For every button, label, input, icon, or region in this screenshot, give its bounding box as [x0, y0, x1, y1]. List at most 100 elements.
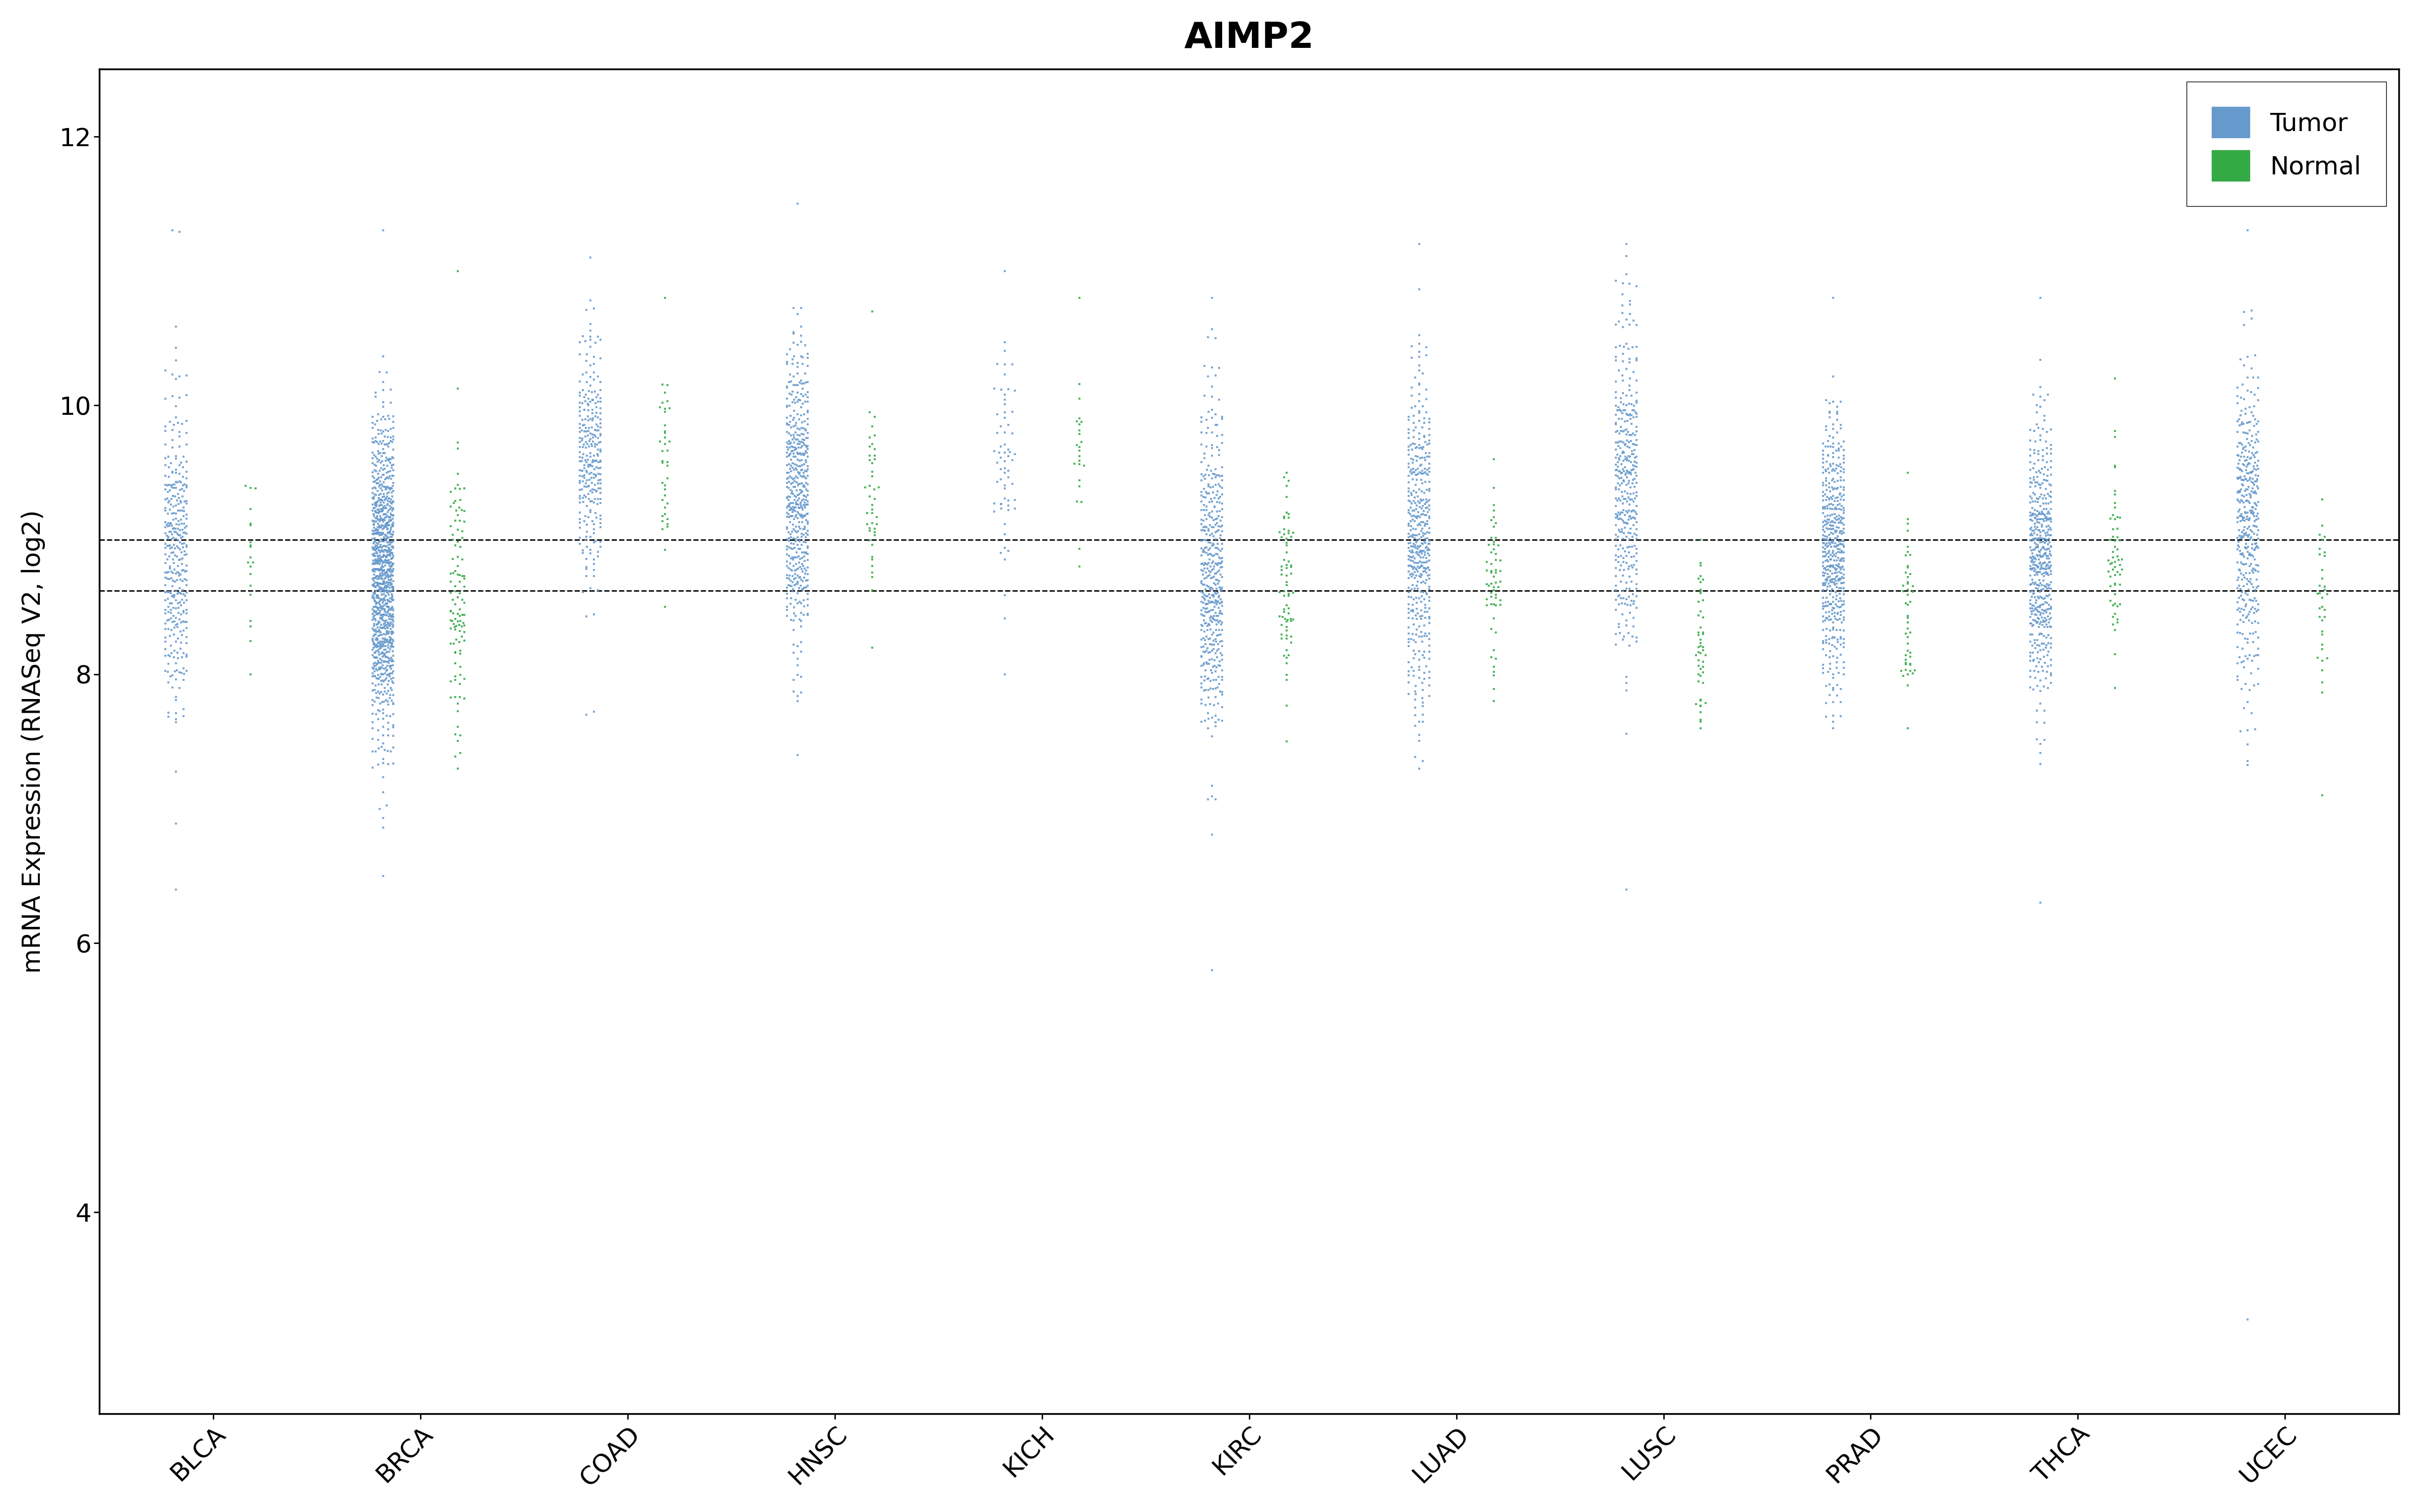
Point — [2013, 556, 2052, 581]
Point — [2224, 313, 2263, 337]
Point — [2224, 432, 2263, 457]
Point — [162, 511, 201, 535]
Point — [1188, 497, 1227, 522]
Point — [774, 321, 813, 345]
Point — [353, 549, 392, 573]
Point — [2013, 570, 2052, 594]
Point — [1604, 392, 1643, 416]
Point — [1188, 618, 1227, 643]
Point — [150, 579, 189, 603]
Point — [644, 510, 682, 534]
Point — [1602, 419, 1641, 443]
Point — [1813, 497, 1851, 522]
Point — [1198, 590, 1237, 614]
Point — [363, 565, 402, 590]
Point — [1607, 446, 1646, 470]
Point — [1411, 507, 1450, 531]
Point — [155, 623, 194, 647]
Point — [1268, 573, 1307, 597]
Point — [2021, 741, 2059, 765]
Point — [854, 478, 893, 502]
Point — [370, 502, 409, 526]
Point — [365, 593, 404, 617]
Point — [1195, 541, 1234, 565]
Point — [2021, 634, 2059, 658]
Point — [1401, 479, 1440, 503]
Point — [152, 502, 191, 526]
Point — [2224, 603, 2263, 627]
Point — [358, 727, 397, 751]
Point — [160, 499, 198, 523]
Point — [1822, 469, 1861, 493]
Point — [1394, 556, 1433, 581]
Point — [2013, 579, 2052, 603]
Point — [1820, 516, 1859, 540]
Point — [574, 425, 612, 449]
Point — [854, 448, 893, 472]
Point — [1411, 520, 1450, 544]
Point — [2236, 383, 2275, 407]
Point — [1404, 546, 1442, 570]
Point — [1270, 505, 1309, 529]
Point — [363, 528, 402, 552]
Point — [1200, 585, 1239, 609]
Point — [2013, 614, 2052, 638]
Point — [578, 469, 617, 493]
Point — [2236, 343, 2275, 367]
Point — [2030, 602, 2069, 626]
Point — [2236, 481, 2275, 505]
Point — [368, 664, 407, 688]
Point — [1617, 390, 1655, 414]
Point — [2023, 553, 2062, 578]
Point — [789, 587, 828, 611]
Point — [1186, 627, 1225, 652]
Point — [770, 484, 808, 508]
Point — [440, 631, 479, 655]
Point — [1181, 688, 1220, 712]
Point — [443, 497, 482, 522]
Point — [1614, 405, 1653, 429]
Point — [1200, 623, 1239, 647]
Point — [767, 375, 806, 399]
Point — [363, 815, 402, 839]
Point — [777, 546, 816, 570]
Point — [581, 328, 620, 352]
Point — [1815, 364, 1854, 389]
Point — [849, 519, 888, 543]
Point — [2016, 547, 2055, 572]
Point — [1406, 503, 1445, 528]
Point — [356, 516, 394, 540]
Point — [1394, 534, 1433, 558]
Point — [561, 487, 600, 511]
Point — [1602, 570, 1641, 594]
Point — [375, 497, 414, 522]
Point — [772, 537, 811, 561]
Point — [2229, 461, 2268, 485]
Point — [356, 565, 394, 590]
Point — [2304, 620, 2343, 644]
Point — [363, 442, 402, 466]
Point — [370, 552, 409, 576]
Point — [148, 479, 186, 503]
Point — [1193, 556, 1232, 581]
Point — [1186, 640, 1225, 664]
Point — [1404, 472, 1442, 496]
Point — [2018, 646, 2057, 670]
Point — [1193, 534, 1232, 558]
Point — [358, 572, 397, 596]
Point — [361, 596, 399, 620]
Point — [375, 503, 414, 528]
Point — [1607, 393, 1646, 417]
Point — [782, 552, 820, 576]
Point — [1822, 455, 1861, 479]
Point — [770, 552, 808, 576]
Point — [1396, 473, 1435, 497]
Point — [1614, 544, 1653, 569]
Point — [774, 423, 813, 448]
Point — [1406, 556, 1445, 581]
Point — [786, 466, 825, 490]
Point — [1406, 514, 1445, 538]
Point — [375, 588, 414, 612]
Point — [2226, 455, 2265, 479]
Point — [1890, 652, 1929, 676]
